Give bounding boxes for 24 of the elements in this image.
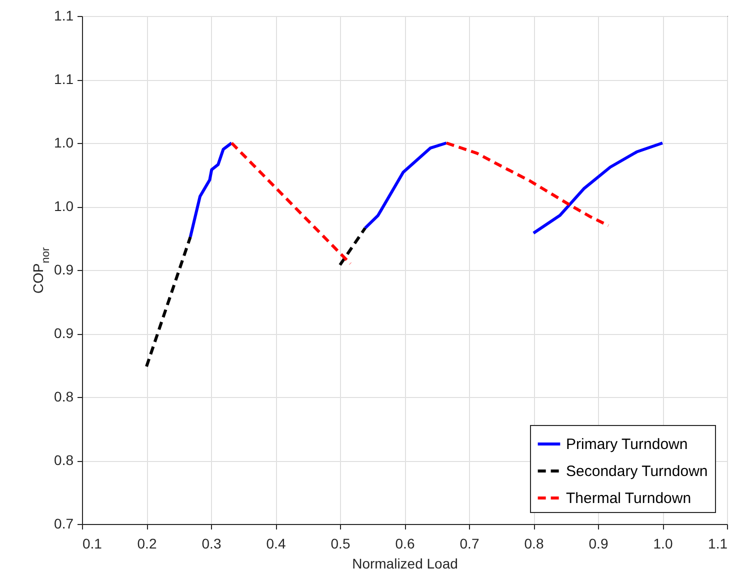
y-tick-label: 1.0 — [54, 134, 74, 150]
x-tick-label: 0.3 — [202, 536, 222, 552]
y-tick-label: 0.8 — [54, 452, 74, 468]
legend-label: Primary Turndown — [566, 436, 688, 453]
legend-label: Thermal Turndown — [566, 490, 692, 507]
x-tick-label: 0.6 — [395, 536, 415, 552]
x-tick-label: 0.8 — [524, 536, 544, 552]
y-tick-label: 0.9 — [54, 325, 74, 341]
legend-label: Secondary Turndown — [566, 463, 708, 480]
y-tick-label: 1.0 — [54, 198, 74, 214]
x-tick-label: 0.7 — [460, 536, 480, 552]
y-tick-label: 1.1 — [54, 71, 74, 87]
x-tick-label: 0.5 — [330, 536, 350, 552]
x-tick-label: 1.1 — [708, 536, 728, 552]
y-tick-label: 1.1 — [54, 8, 74, 24]
y-tick-label: 0.7 — [54, 516, 74, 532]
x-tick-label: 0.2 — [137, 536, 157, 552]
x-tick-label: 1.0 — [653, 536, 673, 552]
x-axis-title: Normalized Load — [352, 556, 458, 572]
y-tick-label: 0.9 — [54, 262, 74, 278]
y-tick-label: 0.8 — [54, 388, 74, 404]
x-tick-label: 0.9 — [588, 536, 608, 552]
x-tick-label: 0.4 — [266, 536, 286, 552]
x-tick-label: 0.1 — [82, 536, 102, 552]
